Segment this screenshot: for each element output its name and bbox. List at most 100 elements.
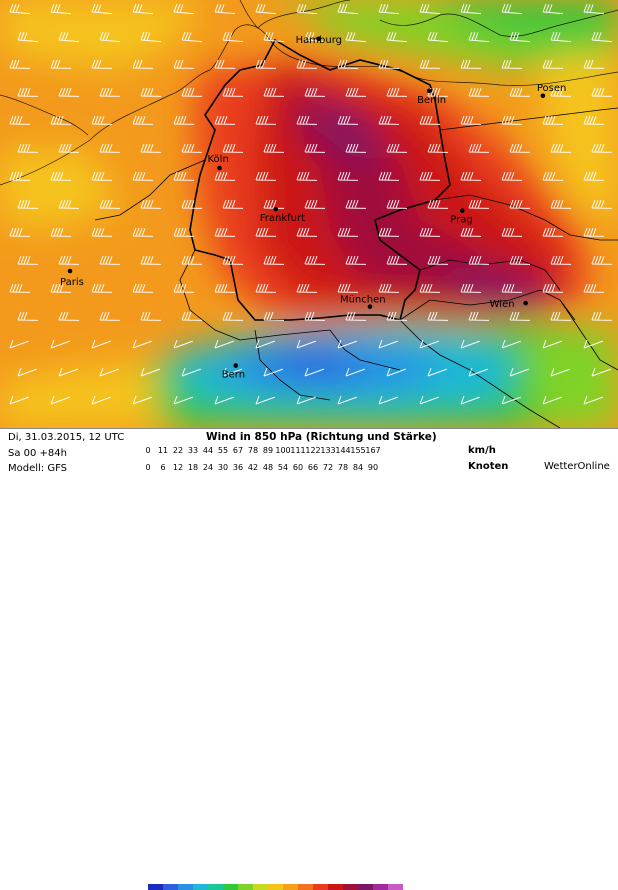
city-dot: [426, 88, 432, 94]
wind-map: Hamburg Berlin Posen Köln Frankfurt Prag Paris…: [0, 0, 618, 429]
wind-barb: [460, 395, 480, 405]
wind-barb: [542, 171, 564, 181]
wind-barb: [255, 283, 277, 293]
run-line: Sa 00 +84h: [8, 448, 67, 459]
wind-speed-field: [0, 0, 618, 428]
wind-barb: [132, 3, 153, 15]
color-swatch: [208, 884, 223, 890]
wind-barb: [296, 339, 316, 349]
wind-barb: [337, 395, 357, 405]
unit-kmh: km/h: [468, 445, 496, 456]
wind-barb: [173, 59, 195, 69]
wind-barb: [501, 283, 523, 293]
kmh-tick: 55: [217, 446, 229, 455]
city-dot: [459, 208, 465, 213]
wind-barb: [591, 367, 611, 377]
wind-barb: [91, 227, 113, 237]
wind-barb: [99, 199, 121, 209]
wind-barb: [542, 283, 564, 293]
wind-barb: [583, 283, 605, 293]
city-dot: [316, 36, 321, 42]
wind-barb: [91, 115, 113, 125]
wind-barb: [58, 311, 80, 321]
knot-tick: 60: [292, 463, 304, 472]
wind-barb: [99, 311, 121, 321]
wind-barb: [386, 255, 408, 265]
wind-barb: [214, 115, 236, 125]
wind-barb: [501, 171, 523, 181]
wind-barb: [58, 87, 80, 97]
wind-barb: [591, 311, 613, 321]
wind-barb: [296, 395, 316, 405]
knot-tick: 48: [262, 463, 274, 472]
wind-barb: [222, 143, 244, 153]
wind-barb: [132, 59, 154, 69]
wind-barb: [460, 3, 481, 15]
wind-barb: [427, 255, 449, 265]
wind-barb: [255, 339, 275, 349]
wind-barb: [419, 171, 441, 181]
wind-barb: [263, 311, 285, 321]
city-label: Hamburg: [296, 35, 342, 46]
wind-barb: [386, 87, 408, 97]
wind-barb: [501, 3, 522, 15]
wind-barb: [50, 283, 72, 293]
wind-barb: [468, 199, 490, 209]
wind-barb: [222, 311, 244, 321]
wind-barb: [99, 367, 119, 377]
city-label: Prag: [450, 215, 472, 226]
wind-barb: [509, 143, 531, 153]
wind-barb: [304, 367, 324, 377]
wind-barb: [58, 31, 79, 43]
kmh-tick: 0: [145, 446, 151, 455]
wind-barb: [214, 227, 236, 237]
wind-barb: [304, 31, 325, 43]
knot-tick: 72: [322, 463, 334, 472]
wind-barb: [337, 3, 358, 15]
wind-barb: [583, 339, 603, 349]
wind-barb: [9, 171, 31, 181]
wind-barb: [378, 395, 398, 405]
color-scale-bar: [148, 884, 403, 890]
city-label: Posen: [537, 83, 567, 94]
knot-tick: 6: [160, 463, 166, 472]
wind-barb: [296, 115, 318, 125]
wind-barb: [550, 255, 572, 265]
wind-barb: [181, 199, 203, 209]
wind-barb: [542, 3, 563, 15]
wind-barb: [58, 143, 80, 153]
color-swatch: [313, 884, 328, 890]
wind-barb: [50, 59, 72, 69]
city-markers: Hamburg Berlin Posen Köln Frankfurt Prag Paris…: [60, 35, 566, 381]
wind-barb: [304, 199, 326, 209]
wind-barb: [501, 395, 521, 405]
color-swatch: [193, 884, 208, 890]
wind-barb: [345, 367, 365, 377]
wind-barb: [140, 255, 162, 265]
wind-barb: [263, 367, 283, 377]
city-dot: [233, 363, 239, 368]
wind-barb: [304, 311, 326, 321]
kmh-tick: 100: [275, 446, 291, 455]
knot-tick: 90: [367, 463, 379, 472]
wind-barb: [583, 3, 604, 15]
brand-logo[interactable]: WetterOnline: [544, 461, 610, 472]
wind-barb: [255, 59, 277, 69]
wind-barb: [378, 283, 400, 293]
wind-barb: [345, 143, 367, 153]
wind-barb: [542, 59, 564, 69]
wind-barb: [419, 395, 439, 405]
wind-barb: [419, 283, 441, 293]
wind-barb: [427, 311, 449, 321]
wind-barb: [99, 143, 121, 153]
wind-barb: [591, 255, 613, 265]
city-label: Frankfurt: [260, 213, 305, 224]
city-label: Berlin: [417, 95, 446, 106]
city-dot: [273, 206, 279, 212]
wind-barb: [427, 143, 449, 153]
wind-barb: [345, 31, 366, 43]
date-line: Di, 31.03.2015, 12 UTC: [8, 432, 125, 443]
wind-barb: [173, 115, 195, 125]
kmh-tick: 133: [320, 446, 336, 455]
